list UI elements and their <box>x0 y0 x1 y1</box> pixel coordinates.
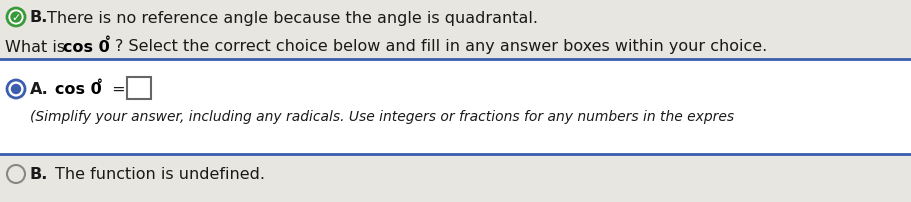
Bar <box>0 60 911 154</box>
Circle shape <box>7 81 25 99</box>
Text: There is no reference angle because the angle is quadrantal.: There is no reference angle because the … <box>47 11 537 25</box>
Bar <box>127 78 151 100</box>
Text: ? Select the correct choice below and fill in any answer boxes within your choic: ? Select the correct choice below and fi… <box>115 39 766 54</box>
Text: °: ° <box>97 78 103 91</box>
Circle shape <box>12 85 20 94</box>
Circle shape <box>7 9 25 27</box>
Text: A.: A. <box>30 82 48 97</box>
Text: ✓: ✓ <box>11 13 21 23</box>
Circle shape <box>7 165 25 183</box>
Text: °: ° <box>105 35 110 48</box>
Text: B.: B. <box>30 167 48 182</box>
Text: (Simplify your answer, including any radicals. Use integers or fractions for any: (Simplify your answer, including any rad… <box>30 109 733 123</box>
Text: The function is undefined.: The function is undefined. <box>55 167 265 182</box>
Text: cos 0: cos 0 <box>55 82 102 97</box>
Text: B.: B. <box>30 11 48 25</box>
Circle shape <box>11 13 21 23</box>
Text: cos 0: cos 0 <box>63 39 109 54</box>
Text: What is: What is <box>5 39 70 54</box>
Text: =: = <box>107 82 126 97</box>
